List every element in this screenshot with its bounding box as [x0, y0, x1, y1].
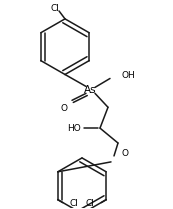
Text: Cl: Cl	[51, 4, 60, 13]
Text: Cl: Cl	[85, 199, 94, 208]
Text: O: O	[61, 104, 67, 113]
Text: OH: OH	[122, 71, 136, 80]
Text: As: As	[84, 85, 96, 95]
Text: O: O	[121, 149, 129, 158]
Text: Cl: Cl	[70, 199, 79, 208]
Text: HO: HO	[67, 124, 81, 133]
